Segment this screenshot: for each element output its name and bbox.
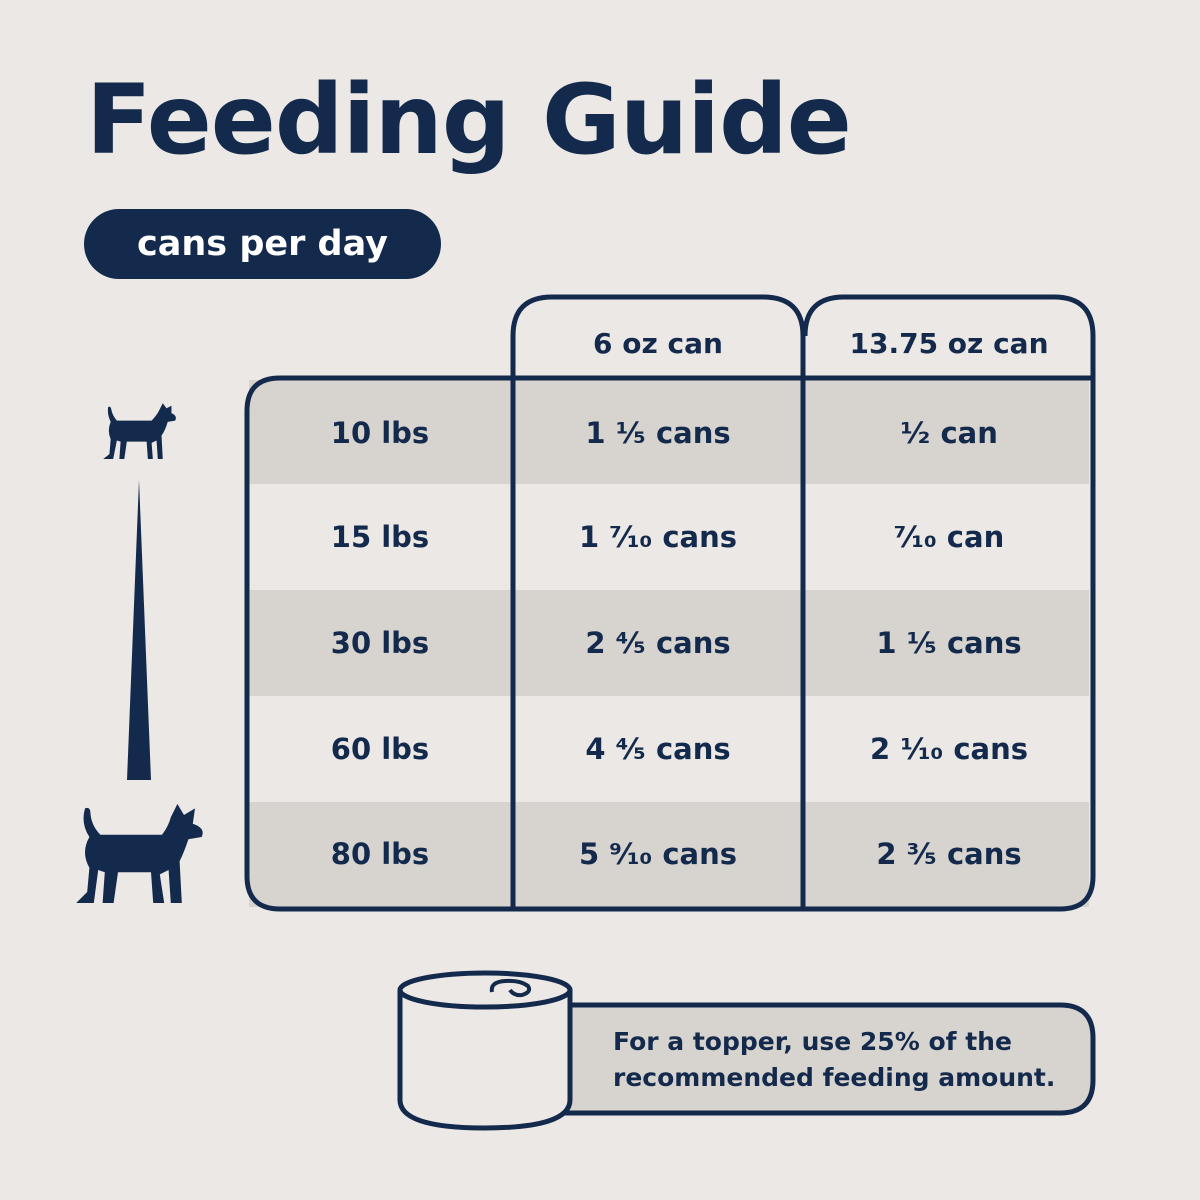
weight-cell: 30 lbs [330, 626, 430, 660]
row-band-1 [249, 380, 1089, 484]
weight-cell: 10 lbs [330, 416, 430, 450]
can-icon [397, 970, 573, 1131]
size-scale-icon [127, 480, 151, 780]
can-1375oz-cell: 1 ¹⁄₅ cans [876, 626, 1022, 660]
row-backgrounds [249, 380, 1089, 907]
column-1375oz-border [802, 294, 1096, 380]
table-outline [244, 294, 1096, 912]
row-band-3 [249, 590, 1089, 696]
row-band-4 [249, 696, 1089, 802]
large-dog-icon [76, 804, 203, 903]
can-6oz-cell: 2 ⁴⁄₅ cans [585, 626, 731, 660]
can-6oz-cell: 5 ⁹⁄₁₀ cans [579, 837, 737, 871]
can-1375oz-cell: ⁷⁄₁₀ can [893, 520, 1005, 554]
row-band-5 [249, 802, 1089, 907]
can-1375oz-cell: 2 ³⁄₅ cans [876, 837, 1022, 871]
weight-cell: 60 lbs [330, 732, 430, 766]
can-6oz-cell: 1 ⁷⁄₁₀ cans [579, 520, 737, 554]
can-6oz-cell: 1 ¹⁄₅ cans [585, 416, 731, 450]
weight-cell: 15 lbs [330, 520, 430, 554]
cans-per-day-badge: cans per day [84, 209, 441, 279]
column-6oz-border [510, 294, 806, 909]
weight-cell: 80 lbs [330, 837, 430, 871]
page-title: Feeding Guide [86, 64, 852, 176]
row-band-2 [249, 484, 1089, 590]
topper-note-box [557, 1002, 1096, 1116]
can-1375oz-cell: 2 ¹⁄₁₀ cans [870, 732, 1028, 766]
column-header-6oz: 6 oz can [593, 326, 723, 360]
cans-per-day-label: cans per day [137, 224, 388, 264]
table-body-border [244, 375, 1096, 912]
small-dog-icon [103, 403, 176, 460]
column-header-1375oz: 13.75 oz can [849, 326, 1049, 360]
can-6oz-cell: 4 ⁴⁄₅ cans [585, 732, 731, 766]
can-1375oz-cell: ¹⁄₂ can [900, 416, 998, 450]
topper-note-text: For a topper, use 25% of the recommended… [613, 1027, 1056, 1092]
